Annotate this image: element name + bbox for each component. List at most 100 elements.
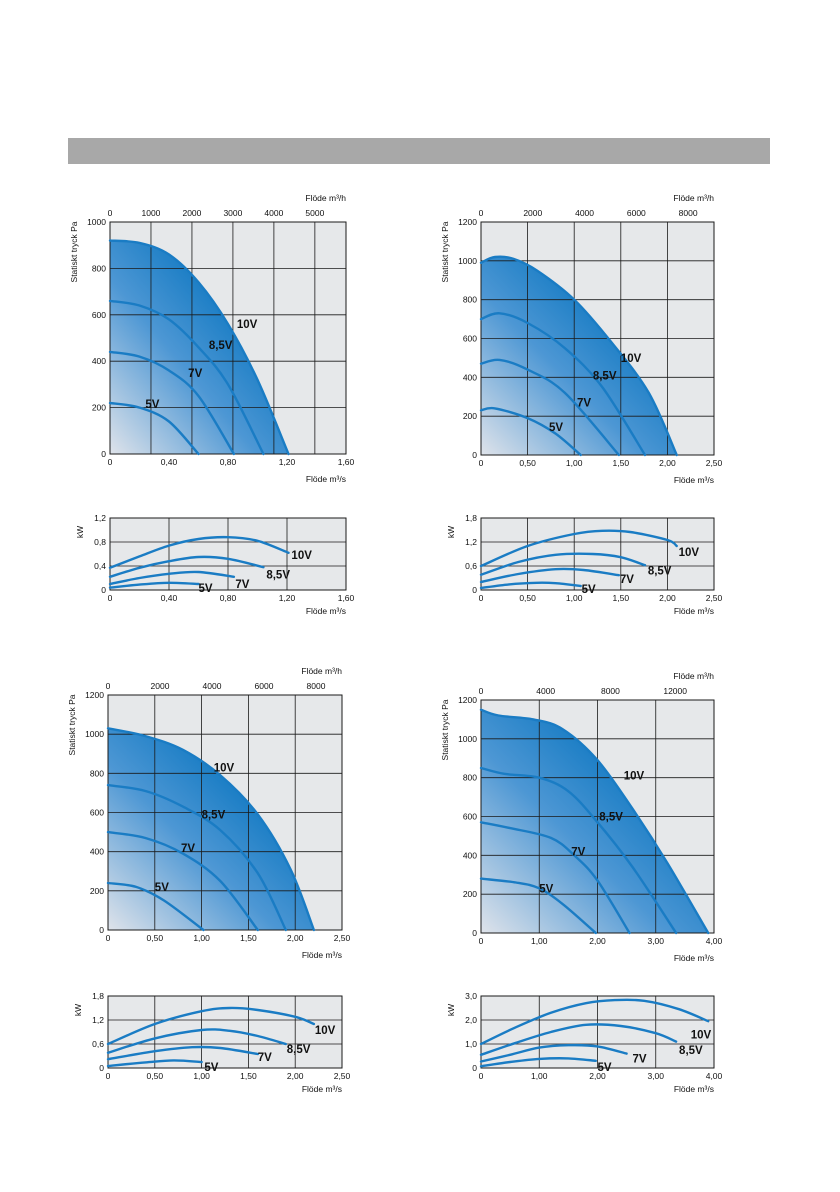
x-tick-label: 2,50 [334,933,351,943]
plot-area [108,996,342,1068]
y-tick-label: 400 [92,356,106,366]
x-tick-label: 2,00 [589,936,606,946]
y-tick-label: 1,8 [92,991,104,1001]
plot-frame [107,694,343,931]
y-tick-label: 1200 [458,217,477,227]
curve-7V [108,350,236,456]
y-tick-label: 600 [90,808,104,818]
curve-8,5V [106,1028,287,1054]
y-tick-label: 1000 [458,256,477,266]
curve-10V [108,239,290,456]
x2-tick-label: 4000 [203,681,222,691]
y-tick-label: 0 [472,928,477,938]
y-tick-label: 0 [472,450,477,460]
y-axis-label: Statiskt tryck Pa [69,221,79,282]
plot-frame [480,517,715,591]
curve-label: 10V [291,550,312,562]
operating-area-fill [481,709,709,933]
y-axis-label: Statiskt tryck Pa [440,221,450,282]
x2-tick-label: 1000 [142,208,161,218]
curve-label: 7V [181,843,195,855]
x-tick-label: 2,00 [287,1071,304,1081]
curve-10V [106,1006,316,1046]
x-tick-label: 1,60 [338,593,355,603]
curve-8,5V [108,555,265,578]
y-tick-label: 0,8 [94,537,106,547]
curve-10V [479,998,710,1046]
curve-label: 7V [620,574,634,586]
x2-axis-label: Flöde m³/h [673,671,714,681]
x-tick-label: 0,50 [519,458,536,468]
x-axis-label: Flöde m³/s [302,950,342,960]
curve-label: 5V [598,1062,612,1074]
x2-tick-label: 6000 [627,208,646,218]
chart-4: 0 0,50 1,00 1,50 2,00 2,50 0 0,6 1,2 1,8 Flöde m³/… [446,513,723,616]
curve-7V [108,570,236,586]
x-axis-label: Flöde m³/s [306,474,346,484]
curve-8,5V [479,1023,678,1056]
curve-7V [479,358,621,457]
curve-label: 5V [145,399,159,411]
curve-label: 7V [258,1052,272,1064]
x-tick-label: 0,50 [147,1071,164,1081]
x-tick-label: 4,00 [706,936,723,946]
y-tick-label: 0 [101,585,106,595]
x2-axis-label: Flöde m³/h [305,193,346,203]
y-tick-label: 600 [92,310,106,320]
x-axis-label: Flöde m³/s [674,475,714,485]
x-tick-label: 0,40 [161,457,178,467]
curve-label: 8,5V [599,812,623,824]
y-axis-label: Statiskt tryck Pa [440,699,450,760]
y-tick-label: 3,0 [465,991,477,1001]
chart-8: 0 1,00 2,00 3,00 4,00 0 1,0 2,0 3,0 Flöde m³/s kW 1… [446,991,723,1094]
y-tick-label: 1000 [85,729,104,739]
x-tick-label: 2,50 [706,458,723,468]
x2-tick-label: 4000 [575,208,594,218]
x2-tick-label: 0 [108,208,113,218]
x-axis-label: Flöde m³/s [674,1084,714,1094]
x2-tick-label: 4000 [536,686,555,696]
x-tick-label: 0 [479,458,484,468]
curve-10V [479,255,678,457]
x-tick-label: 0 [108,593,113,603]
curve-8,5V [479,552,647,576]
curve-label: 10V [679,547,700,559]
curve-label: 8,5V [202,809,226,821]
curve-7V [106,830,259,932]
y-tick-label: 400 [463,850,477,860]
curve-label: 5V [549,422,563,434]
x2-axis-label: Flöde m³/h [301,666,342,676]
x2-tick-label: 2000 [182,208,201,218]
x-tick-label: 2,00 [659,593,676,603]
x-tick-label: 1,00 [531,936,548,946]
curve-7V [479,821,631,935]
y-tick-label: 1,2 [92,1015,104,1025]
curve-label: 7V [632,1053,646,1065]
y-tick-label: 800 [90,768,104,778]
y-tick-label: 400 [463,372,477,382]
y-tick-label: 0 [99,1063,104,1073]
x-tick-label: 1,00 [566,593,583,603]
y-tick-label: 200 [463,411,477,421]
x-tick-label: 3,00 [647,936,664,946]
curve-label: 10V [237,319,258,331]
x-tick-label: 1,00 [531,1071,548,1081]
curve-label: 7V [571,846,585,858]
y-tick-label: 0 [101,449,106,459]
x-tick-label: 0 [106,1071,111,1081]
curve-label: 8,5V [648,565,672,577]
x-tick-label: 1,50 [240,933,257,943]
curve-5V [108,401,200,456]
chart-3: 0 0,50 1,00 1,50 2,00 2,50 0 200 400 600 800 1000 12… [440,193,723,485]
x-axis-label: Flöde m³/s [674,606,714,616]
x-axis-label: Flöde m³/s [306,606,346,616]
chart-6: 0 0,50 1,00 1,50 2,00 2,50 0 0,6 1,2 1,8 Flöde m³/… [73,991,351,1094]
y-tick-label: 800 [463,773,477,783]
y-tick-label: 600 [463,812,477,822]
x-tick-label: 1,50 [613,593,630,603]
x2-tick-label: 2000 [151,681,170,691]
plot-frame [109,517,347,591]
operating-area-fill [481,256,677,455]
x-tick-label: 0,50 [147,933,164,943]
